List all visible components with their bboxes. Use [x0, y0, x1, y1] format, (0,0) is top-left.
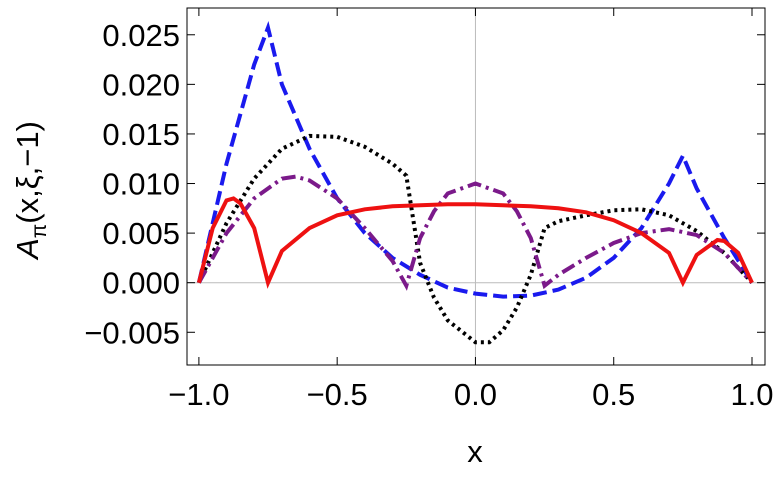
y-label-sub: π	[28, 224, 51, 239]
y-tick-label: 0.025	[102, 18, 180, 53]
y-label-args: (x,ξ,−1)	[10, 121, 45, 224]
plot-frame	[186, 7, 766, 366]
series-line	[196, 21, 754, 299]
y-tick-label: 0.010	[102, 167, 180, 202]
x-tick-label: −0.5	[307, 377, 368, 412]
x-tick-label: −1.0	[168, 377, 229, 412]
y-tick-label: 0.005	[102, 216, 180, 251]
series-line	[196, 196, 754, 289]
x-axis-label: x	[467, 434, 483, 469]
y-tick-label: −0.005	[84, 315, 180, 350]
y-tick-label: 0.015	[102, 117, 180, 152]
series-line	[197, 174, 754, 291]
y-axis-label: Aπ(x,ξ,−1)	[10, 121, 51, 261]
y-label-main: A	[10, 238, 45, 261]
x-tick-label: 1.0	[730, 377, 773, 412]
x-tick-label: 0.5	[592, 377, 635, 412]
y-tick-label: 0.020	[102, 67, 180, 102]
x-tick-label: 0.0	[454, 377, 497, 412]
series-line	[197, 133, 754, 345]
y-tick-label: 0.000	[102, 266, 180, 301]
